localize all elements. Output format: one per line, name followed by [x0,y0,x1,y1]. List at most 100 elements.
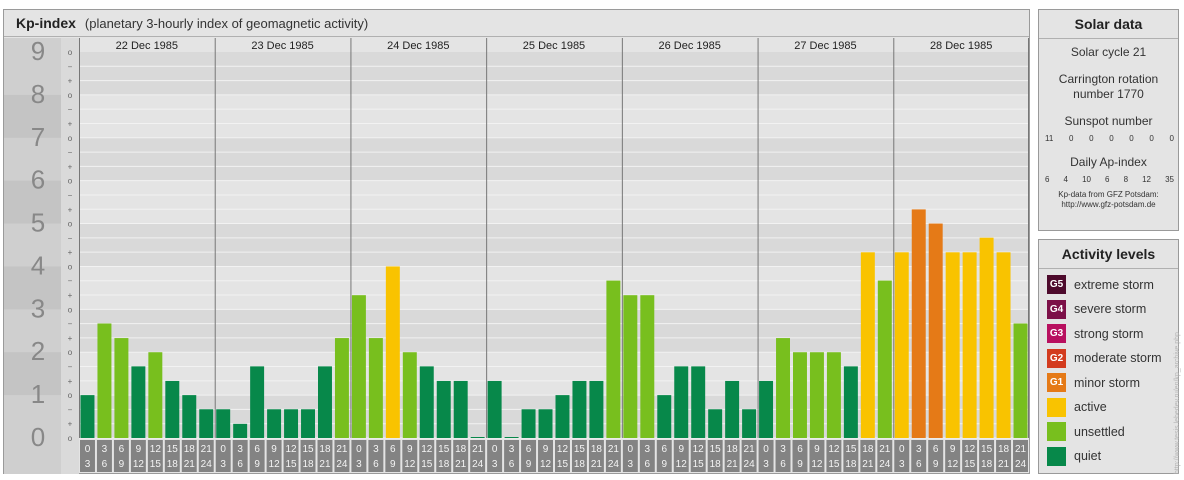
sunspot-label: Sunspot number [1064,114,1153,128]
interval-end: 15 [828,459,840,470]
ap-index-values: 6 4 10 6 8 12 35 [1039,175,1178,184]
day-label: 26 Dec 1985 [659,40,721,52]
kp-bar [945,252,960,438]
kp-bar [962,252,977,438]
interval-cell [334,440,350,472]
kp-bar [182,395,197,438]
interval-end: 18 [574,459,586,470]
day-label: 25 Dec 1985 [523,40,585,52]
legend-swatch-active [1047,397,1066,417]
interval-start: 15 [845,444,857,455]
interval-cell [453,440,469,472]
interval-start: 9 [814,444,820,455]
interval-end: 12 [133,459,145,470]
interval-cell [792,440,808,472]
kp-bar [368,338,383,438]
minor-tick-label: o [68,134,73,143]
interval-cell [877,440,893,472]
kp-bar [453,380,468,438]
interval-start: 18 [998,444,1010,455]
kp-bar [301,409,315,438]
legend-label-g4: severe storm [1074,302,1147,317]
solar-cycle: Solar cycle 21 [1070,45,1147,59]
kp-bar [809,352,824,438]
interval-cell [860,440,876,472]
kp-bar [725,380,740,438]
interval-start: 0 [628,444,634,455]
legend-swatch-g2: G2 [1047,348,1066,368]
interval-start: 15 [302,444,314,455]
kp-index-panel: Kp-index (planetary 3-hourly index of ge… [3,9,1030,474]
sunspot-value: 0 [1149,134,1154,143]
interval-start: 12 [693,444,705,455]
legend-label-unsettled: unsettled [1074,424,1125,439]
interval-cell [979,440,995,472]
interval-cell [758,440,774,472]
interval-start: 0 [85,444,91,455]
interval-start: 15 [710,444,722,455]
sunspot-values: 11 0 0 0 0 0 0 [1039,134,1178,143]
interval-end: 9 [119,459,125,470]
minor-tick-label: + [68,205,73,214]
interval-end: 6 [780,459,786,470]
kp-bar [216,409,231,438]
interval-cell [571,440,587,472]
minor-tick-label: o [68,48,73,57]
kp-bar [402,352,417,438]
minor-tick-label: − [68,363,73,372]
legend-item-g2: G2 moderate storm [1047,348,1178,369]
minor-tick-label: o [68,262,73,271]
interval-end: 24 [608,459,620,470]
kp-bar [97,323,112,438]
interval-cell [996,440,1012,472]
minor-tick-label: o [68,434,73,443]
kp-bar [826,352,841,438]
kp-bar [436,380,451,438]
data-source-link[interactable]: http://www.gfz-potsdam.de [1061,200,1156,209]
minor-tick-label: − [68,191,73,200]
interval-start: 0 [356,444,362,455]
interval-start: 18 [319,444,331,455]
interval-cell [487,440,503,472]
interval-start: 12 [421,444,433,455]
kp-bar [589,380,604,438]
kp-bar [623,295,638,438]
interval-cell [911,440,927,472]
interval-start: 9 [407,444,413,455]
interval-start: 12 [150,444,162,455]
kp-bar [742,409,757,438]
kp-bar-chart: 0123456789o+−o+−o+−o+−o+−o+−o+−o+−o+−o22… [4,36,1029,474]
interval-cell [351,440,367,472]
interval-start: 21 [879,444,891,455]
minor-tick-label: o [68,177,73,186]
minor-tick-label: o [68,91,73,100]
interval-start: 3 [373,444,379,455]
minor-tick-label: + [68,119,73,128]
interval-cell [402,440,418,472]
interval-cell [521,440,537,472]
minor-tick-label: − [68,148,73,157]
interval-start: 3 [102,444,108,455]
kp-bar [708,409,723,438]
kp-bar [80,395,95,438]
interval-start: 9 [543,444,549,455]
interval-cell [826,440,842,472]
y-label-band [4,180,61,224]
interval-start: 21 [608,444,620,455]
day-header-strip [79,38,1029,52]
activity-levels-title: Activity levels [1039,240,1178,269]
kp-bar [894,252,909,438]
interval-cell [928,440,944,472]
legend-item-unsettled: unsettled [1047,422,1178,442]
minor-tick-label: + [68,291,73,300]
interval-cell [504,440,520,472]
source-credit: http://www.tesis.lebedev.ru/en/kp_archiv… [1174,332,1181,474]
interval-start: 6 [254,444,260,455]
minor-tick-label: + [68,377,73,386]
legend-swatch-quiet [1047,446,1066,466]
interval-start: 15 [574,444,586,455]
interval-cell [741,440,757,472]
interval-end: 21 [727,459,739,470]
interval-cell [673,440,689,472]
kp-bar [267,409,282,438]
